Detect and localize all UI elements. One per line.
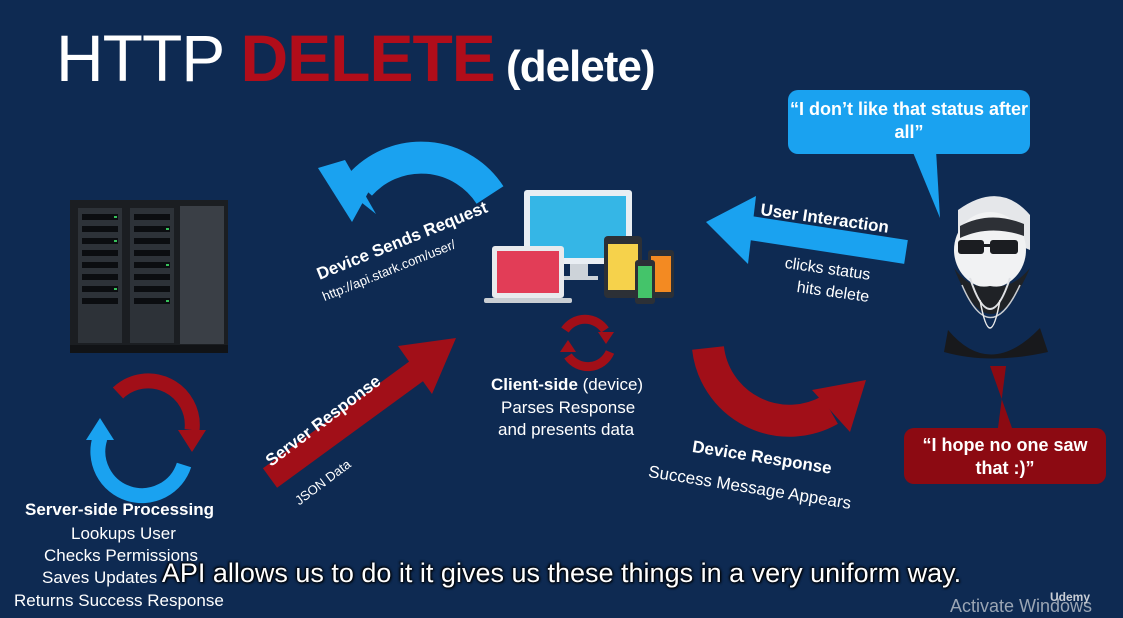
- client-side-bold: Client-side: [491, 375, 578, 394]
- response-arrow-icon: [262, 338, 456, 488]
- server-refresh-icon: [86, 373, 206, 504]
- server-side-title: Server-side Processing: [25, 500, 214, 519]
- client-side-heading: Client-side (device): [491, 375, 643, 395]
- user-interaction-arrow-icon: [706, 196, 908, 264]
- slide-title: HTTP DELETE (delete): [56, 18, 656, 107]
- server-line-permissions: Checks Permissions: [44, 546, 198, 565]
- client-side-device: (device): [577, 375, 644, 394]
- server-rack-icon: [70, 200, 228, 353]
- udemy-logo: Udemy: [1050, 590, 1091, 604]
- bubble-tail-top: [912, 150, 940, 218]
- avatar-icon: [944, 196, 1048, 359]
- server-line-lookups: Lookups User: [71, 524, 176, 543]
- video-caption: API allows us to do it it gives us these…: [161, 558, 962, 588]
- client-line-presents: and presents data: [498, 420, 635, 439]
- title-http: HTTP: [56, 21, 241, 95]
- title-subtitle: (delete): [494, 42, 655, 91]
- server-line-saves: Saves Updates: [42, 568, 158, 587]
- bubble-tail-bottom: [990, 366, 1012, 428]
- speech-bubble-bottom: “I hope no one saw that :)”: [904, 428, 1106, 484]
- device-response-arrow-icon: [692, 345, 866, 437]
- devices-icon: [484, 190, 674, 304]
- client-refresh-icon: [560, 314, 615, 372]
- client-line-parses: Parses Response: [501, 398, 636, 417]
- activate-windows-watermark: Activate Windows: [950, 596, 1093, 616]
- speech-bubble-top: “I don’t like that status after all”: [788, 90, 1030, 154]
- title-delete: DELETE: [240, 21, 495, 95]
- server-line-returns: Returns Success Response: [14, 591, 224, 610]
- request-arrow-icon: [318, 141, 504, 222]
